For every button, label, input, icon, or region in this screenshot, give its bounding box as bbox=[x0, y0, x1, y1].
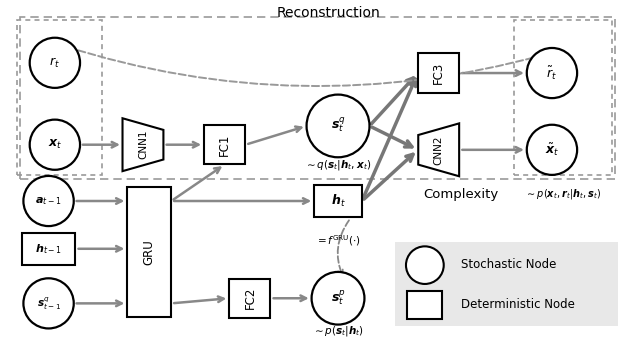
Text: $\sim q(\boldsymbol{s}_t|\boldsymbol{h}_t, \boldsymbol{x}_t)$: $\sim q(\boldsymbol{s}_t|\boldsymbol{h}_… bbox=[305, 158, 372, 172]
Text: CNN1: CNN1 bbox=[138, 130, 148, 160]
Polygon shape bbox=[123, 118, 164, 171]
FancyBboxPatch shape bbox=[315, 185, 362, 217]
Text: GRU: GRU bbox=[143, 239, 155, 265]
Ellipse shape bbox=[527, 48, 577, 98]
Text: Reconstruction: Reconstruction bbox=[277, 6, 380, 20]
Text: $\boldsymbol{h}_t$: $\boldsymbol{h}_t$ bbox=[331, 193, 345, 209]
FancyBboxPatch shape bbox=[407, 291, 442, 319]
Text: Deterministic Node: Deterministic Node bbox=[461, 298, 574, 311]
Text: $\sim p(\boldsymbol{x}_t, \boldsymbol{r}_t|\boldsymbol{h}_t, \boldsymbol{s}_t)$: $\sim p(\boldsymbol{x}_t, \boldsymbol{r}… bbox=[525, 187, 602, 201]
Text: FC1: FC1 bbox=[218, 133, 231, 156]
Polygon shape bbox=[418, 123, 459, 176]
Ellipse shape bbox=[307, 95, 370, 157]
Ellipse shape bbox=[406, 246, 444, 284]
FancyBboxPatch shape bbox=[229, 279, 270, 318]
FancyBboxPatch shape bbox=[204, 125, 245, 164]
Ellipse shape bbox=[30, 38, 80, 88]
Text: $\boldsymbol{s}^{p}_{t}$: $\boldsymbol{s}^{p}_{t}$ bbox=[331, 289, 345, 308]
Text: $\sim p(\boldsymbol{s}_t|\boldsymbol{h}_t)$: $\sim p(\boldsymbol{s}_t|\boldsymbol{h}_… bbox=[312, 324, 364, 338]
Text: Complexity: Complexity bbox=[423, 188, 498, 201]
Text: $\boldsymbol{x}_t$: $\boldsymbol{x}_t$ bbox=[47, 138, 62, 151]
Ellipse shape bbox=[23, 278, 74, 329]
Text: CNN2: CNN2 bbox=[434, 135, 444, 164]
Text: FC2: FC2 bbox=[243, 287, 257, 310]
Text: $\tilde{\boldsymbol{x}}_t$: $\tilde{\boldsymbol{x}}_t$ bbox=[545, 142, 559, 158]
Text: Stochastic Node: Stochastic Node bbox=[461, 258, 556, 271]
FancyBboxPatch shape bbox=[394, 242, 618, 325]
FancyBboxPatch shape bbox=[418, 53, 459, 93]
Text: $\boldsymbol{s}^{q}_{t}$: $\boldsymbol{s}^{q}_{t}$ bbox=[331, 116, 346, 136]
Ellipse shape bbox=[30, 120, 80, 170]
Text: $\boldsymbol{h}_{t-1}$: $\boldsymbol{h}_{t-1}$ bbox=[35, 242, 62, 256]
FancyBboxPatch shape bbox=[22, 233, 75, 265]
FancyBboxPatch shape bbox=[127, 187, 171, 317]
Text: $\boldsymbol{s}^{q}_{t-1}$: $\boldsymbol{s}^{q}_{t-1}$ bbox=[37, 295, 61, 312]
Text: $= f^{\mathrm{GRU}}(\cdot)$: $= f^{\mathrm{GRU}}(\cdot)$ bbox=[315, 233, 361, 248]
Text: FC3: FC3 bbox=[432, 62, 445, 84]
Text: $\boldsymbol{a}_{t-1}$: $\boldsymbol{a}_{t-1}$ bbox=[35, 195, 62, 207]
Text: $\tilde{r}_t$: $\tilde{r}_t$ bbox=[547, 64, 557, 82]
Ellipse shape bbox=[312, 272, 365, 325]
Ellipse shape bbox=[23, 176, 74, 226]
Ellipse shape bbox=[527, 125, 577, 175]
Text: $r_t$: $r_t$ bbox=[49, 56, 60, 70]
